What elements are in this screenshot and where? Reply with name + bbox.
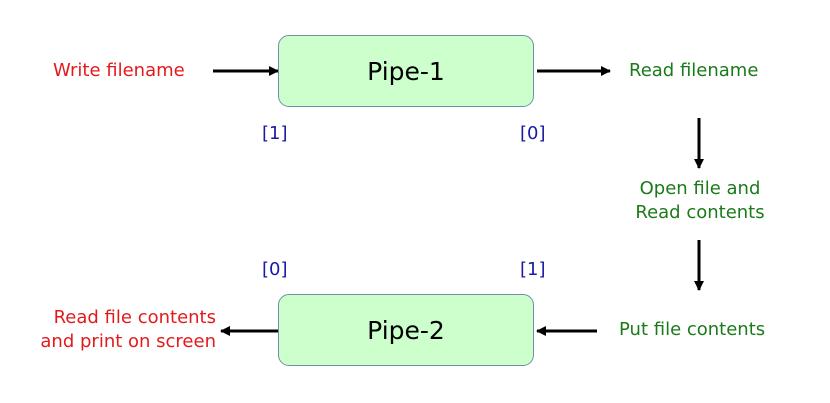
pipe-2-label: Pipe-2 — [367, 315, 445, 345]
open-file-label-line1: Open file and — [639, 178, 761, 199]
pipe-1-label: Pipe-1 — [367, 56, 445, 86]
open-file-label-line2: Read contents — [635, 202, 765, 223]
pipe-2-read-end-label: [0] — [262, 259, 288, 280]
pipe-2-write-end-label: [1] — [520, 259, 546, 280]
pipe-1-box: Pipe-1 — [278, 35, 534, 107]
write-filename-label: Write filename — [53, 60, 185, 81]
read-filename-label: Read filename — [629, 60, 759, 81]
read-file-contents-line2: and print on screen — [40, 331, 216, 352]
read-file-contents-line1: Read file contents — [53, 307, 216, 328]
read-file-contents-label: Read file contents and print on screen — [20, 306, 216, 354]
pipe-1-write-end-label: [1] — [262, 123, 288, 144]
pipe-1-read-end-label: [0] — [520, 123, 546, 144]
open-file-label: Open file and Read contents — [610, 177, 790, 225]
pipe-2-box: Pipe-2 — [278, 294, 534, 366]
put-file-contents-label: Put file contents — [619, 319, 766, 340]
